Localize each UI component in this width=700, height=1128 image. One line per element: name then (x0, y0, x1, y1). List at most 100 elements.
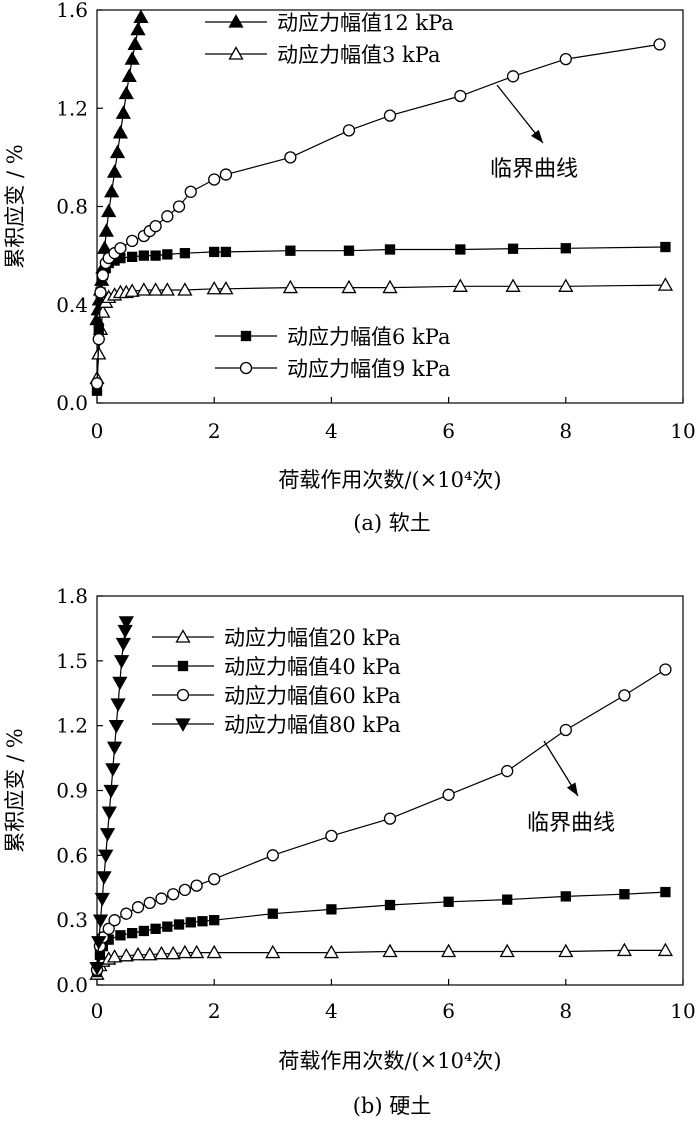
data-point (115, 637, 131, 652)
data-point (384, 244, 396, 255)
data-point (282, 279, 298, 294)
data-point (653, 38, 666, 51)
data-point (499, 943, 515, 958)
series-line (96, 891, 666, 973)
data-point (138, 925, 150, 937)
data-point (91, 936, 107, 950)
data-point (115, 930, 126, 941)
y-tick-label: 0.4 (56, 293, 88, 317)
data-point (284, 151, 297, 164)
legend-marker (240, 330, 252, 342)
y-tick-label: 1.6 (56, 0, 88, 22)
data-point (147, 282, 164, 296)
data-point (118, 616, 134, 630)
data-point (507, 243, 519, 254)
data-point (130, 21, 146, 36)
data-point (218, 280, 234, 295)
data-point (109, 144, 126, 159)
series-3 (89, 616, 134, 976)
data-point (136, 282, 152, 296)
annotation-label: 临界曲线 (490, 157, 578, 182)
data-point (96, 269, 110, 282)
data-point (619, 889, 630, 900)
data-point (657, 942, 674, 957)
data-point (120, 907, 133, 920)
legend-entry: 动应力幅值20 kPa (152, 626, 401, 650)
legend-entry: 动应力幅值80 kPa (152, 713, 401, 737)
data-point (115, 105, 131, 119)
data-point (177, 282, 193, 296)
data-point (616, 942, 633, 957)
y-tick-label: 0.6 (56, 843, 88, 867)
legend-entry: 动应力幅值60 kPa (152, 684, 401, 708)
data-point (383, 812, 397, 825)
legend-entry: 动应力幅值40 kPa (152, 655, 401, 679)
data-point (178, 883, 192, 897)
x-tick-label: 10 (670, 419, 695, 443)
data-point (660, 886, 671, 898)
data-point (112, 124, 129, 139)
legend-label: 动应力幅值80 kPa (224, 713, 401, 737)
data-point (559, 723, 572, 737)
data-point (94, 286, 107, 299)
data-point (659, 663, 672, 676)
y-axis-label: 累积应变 / % (3, 728, 27, 852)
data-point (110, 698, 126, 712)
data-point (150, 250, 161, 261)
data-point (124, 283, 140, 297)
x-tick-label: 0 (91, 419, 104, 443)
data-point (162, 249, 173, 260)
data-point (131, 901, 145, 914)
chart-caption: (b) 硬土 (353, 1094, 432, 1118)
x-tick-label: 8 (559, 999, 572, 1023)
data-point (454, 89, 467, 103)
data-point (206, 280, 222, 295)
data-point (618, 689, 631, 702)
x-tick-label: 6 (442, 999, 455, 1023)
legend-marker (228, 14, 244, 28)
data-point (197, 916, 208, 927)
x-axis-label: 荷载作用次数/(×10⁴次) (278, 1049, 501, 1073)
data-point (220, 246, 232, 258)
x-tick-label: 10 (670, 999, 695, 1023)
data-point (442, 788, 455, 801)
legend-label: 动应力幅值6 kPa (287, 325, 450, 349)
data-point (130, 946, 146, 961)
data-point (161, 210, 174, 223)
data-point (455, 244, 466, 255)
data-point (90, 377, 104, 390)
legend-marker (228, 46, 244, 60)
data-point (108, 914, 121, 927)
data-point (219, 168, 233, 181)
data-point (190, 879, 203, 892)
data-point (660, 241, 671, 253)
data-point (382, 279, 398, 294)
legend-entry: 动应力幅值6 kPa (215, 325, 450, 349)
data-point (121, 68, 137, 82)
data-point (127, 251, 138, 263)
data-point (323, 944, 340, 959)
data-point (92, 332, 105, 346)
y-axis-label: 累积应变 / % (3, 144, 27, 268)
data-point (341, 279, 357, 294)
data-point (384, 899, 396, 911)
data-point (383, 109, 397, 122)
data-point (440, 943, 457, 958)
annotation-arrow-head (566, 782, 578, 796)
data-point (162, 921, 173, 932)
data-point (452, 278, 468, 292)
data-point (558, 278, 574, 292)
series-3 (90, 38, 666, 390)
data-point (149, 219, 162, 233)
data-point (325, 829, 338, 843)
data-point (106, 741, 123, 756)
data-point (113, 655, 130, 669)
data-point (560, 243, 571, 254)
legend-label: 动应力幅值40 kPa (224, 655, 401, 679)
data-point (179, 248, 191, 259)
legend-marker (177, 660, 189, 672)
chart-panel-hard-soil: 0.0 0.3 0.6 0.9 1.2 1.5 1.8 0 2 4 6 8 10 荷载作用次数/(×10⁴… (3, 584, 696, 1118)
data-point (114, 242, 127, 255)
data-point (108, 720, 124, 734)
data-point (505, 278, 521, 292)
